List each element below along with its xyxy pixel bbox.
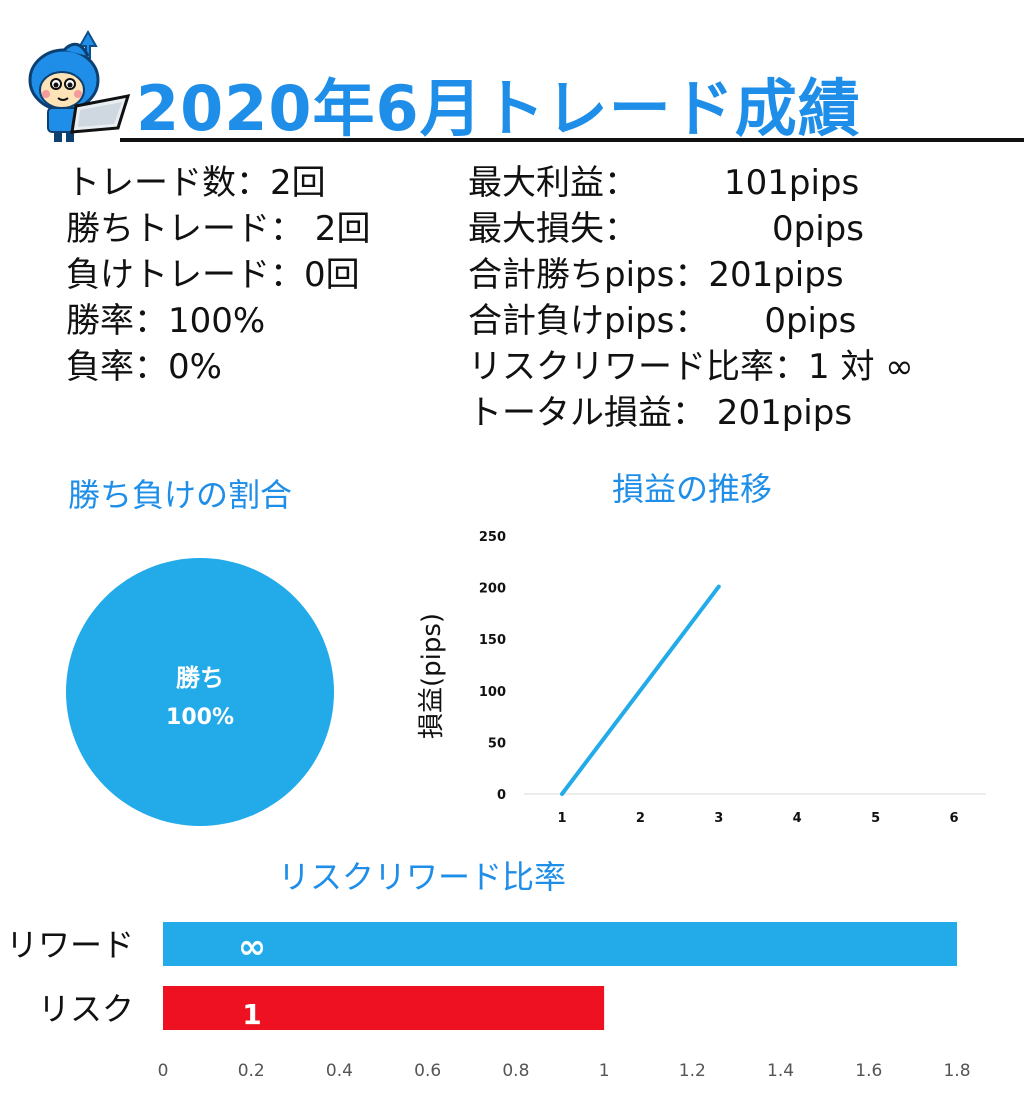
category-label: リワード bbox=[6, 926, 134, 964]
y-tick-label: 0 bbox=[497, 788, 506, 803]
y-tick-label: 150 bbox=[479, 633, 506, 648]
bar-value-label: ∞ bbox=[238, 927, 266, 967]
stat-label: リスクリワード比率： bbox=[468, 347, 808, 387]
stat-win-trades: 勝ちトレード： 2回 bbox=[66, 206, 370, 252]
stat-label: 負率： bbox=[66, 347, 168, 387]
x-tick-label: 1.2 bbox=[679, 1061, 706, 1081]
stat-risk-reward: リスクリワード比率： 1 対 ∞ bbox=[468, 344, 914, 390]
bar bbox=[163, 922, 957, 966]
stat-label: 最大利益： bbox=[468, 163, 638, 203]
stat-total-loss-pips: 合計負けpips： 0pips bbox=[468, 298, 914, 344]
title-underline bbox=[120, 138, 1024, 142]
stat-value: 2回 bbox=[304, 209, 371, 249]
x-tick-label: 6 bbox=[949, 811, 958, 826]
x-tick-label: 2 bbox=[636, 811, 645, 826]
stat-loss-rate: 負率： 0% bbox=[66, 344, 370, 390]
bar bbox=[163, 986, 605, 1030]
pie-chart-title: 勝ち負けの割合 bbox=[68, 476, 293, 514]
pie-slice-label: 勝ち bbox=[176, 664, 224, 692]
stat-value: 201pips bbox=[706, 393, 853, 433]
x-tick-label: 5 bbox=[871, 811, 880, 826]
stat-max-profit: 最大利益： 101pips bbox=[468, 160, 914, 206]
bar-chart-title: リスクリワード比率 bbox=[278, 858, 567, 896]
stats-left: トレード数： 2回 勝ちトレード： 2回 負けトレード： 0回 勝率： 100% 負率… bbox=[66, 160, 370, 390]
pie-slice-value: 100% bbox=[166, 705, 234, 730]
stat-win-rate: 勝率： 100% bbox=[66, 298, 370, 344]
stat-value: 0% bbox=[168, 347, 222, 387]
y-axis-label: 損益(pips) bbox=[417, 613, 447, 739]
stat-label: トータル損益： bbox=[468, 393, 706, 433]
pie-chart: 勝ち 100% bbox=[66, 558, 334, 826]
x-tick-label: 1 bbox=[557, 811, 566, 826]
y-tick-label: 50 bbox=[488, 736, 506, 751]
bar-chart: リワード ∞ リスク 1 0 0.2 0.4 0.6 0.8 1 1.2 1.4 1.6 1.8 bbox=[6, 922, 971, 1081]
line-chart: 0 50 100 150 200 250 1 2 3 4 5 6 損益(pips) bbox=[417, 530, 986, 826]
x-tick-label: 1.8 bbox=[943, 1061, 970, 1081]
stat-loss-trades: 負けトレード： 0回 bbox=[66, 252, 370, 298]
x-tick-label: 0 bbox=[158, 1061, 169, 1081]
x-tick-label: 0.4 bbox=[326, 1061, 353, 1081]
x-tick-label: 1 bbox=[599, 1061, 610, 1081]
y-tick-label: 200 bbox=[479, 582, 506, 597]
stat-value: 201pips bbox=[708, 255, 844, 295]
page-title: 2020年6月トレード成績 bbox=[136, 72, 861, 145]
series-line bbox=[560, 584, 721, 796]
x-tick-label: 1.6 bbox=[855, 1061, 882, 1081]
stat-label: 勝ちトレード： bbox=[66, 209, 304, 249]
stat-total-win-pips: 合計勝ちpips： 201pips bbox=[468, 252, 914, 298]
mascot-logo bbox=[28, 29, 131, 142]
stat-label: 最大損失： bbox=[468, 209, 638, 249]
x-tick-label: 0.8 bbox=[502, 1061, 529, 1081]
x-tick-label: 0.2 bbox=[238, 1061, 265, 1081]
stat-trade-count: トレード数： 2回 bbox=[66, 160, 370, 206]
stat-value: 2回 bbox=[270, 163, 326, 203]
stat-value: 0pips bbox=[772, 209, 864, 249]
stat-label: 合計負けpips： bbox=[468, 301, 709, 341]
stat-label: 負けトレード： bbox=[66, 255, 304, 295]
stat-label: 合計勝ちpips： bbox=[468, 255, 709, 295]
stat-label: 勝率： bbox=[66, 301, 168, 341]
stat-max-loss: 最大損失： 0pips bbox=[468, 206, 914, 252]
stat-label: トレード数： bbox=[66, 163, 270, 203]
stats-right: 最大利益： 101pips 最大損失： 0pips 合計勝ちpips： 201pips… bbox=[468, 160, 914, 436]
stat-value: 0pips bbox=[764, 301, 857, 341]
stat-value: 1 対 ∞ bbox=[808, 347, 914, 387]
x-tick-label: 0.6 bbox=[414, 1061, 441, 1081]
bar-value-label: 1 bbox=[242, 998, 261, 1031]
line-chart-title: 損益の推移 bbox=[612, 470, 773, 508]
x-tick-label: 4 bbox=[793, 811, 802, 826]
pie-slice bbox=[66, 558, 334, 826]
stat-value: 0回 bbox=[304, 255, 360, 295]
stat-total-pl: トータル損益： 201pips bbox=[468, 390, 914, 436]
x-tick-label: 3 bbox=[714, 811, 723, 826]
y-tick-label: 100 bbox=[479, 685, 506, 700]
y-tick-label: 250 bbox=[479, 530, 506, 545]
stat-value: 101pips bbox=[724, 163, 860, 203]
category-label: リスク bbox=[38, 990, 134, 1028]
x-tick-label: 1.4 bbox=[767, 1061, 794, 1081]
stat-value: 100% bbox=[168, 301, 266, 341]
